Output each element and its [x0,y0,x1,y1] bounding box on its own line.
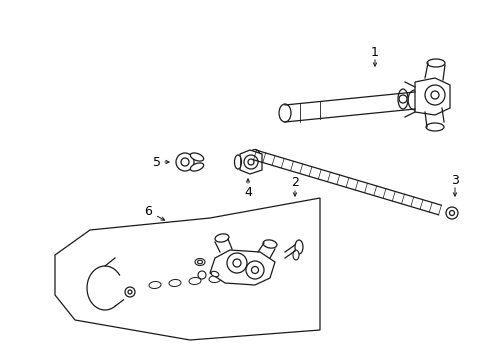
Ellipse shape [197,260,202,264]
Ellipse shape [169,279,181,287]
Circle shape [226,253,246,273]
Circle shape [251,266,258,274]
Text: 1: 1 [370,45,378,59]
Circle shape [198,271,205,279]
Ellipse shape [149,282,161,288]
Ellipse shape [234,155,241,169]
Circle shape [125,287,135,297]
Circle shape [232,259,241,267]
Ellipse shape [407,90,421,110]
Ellipse shape [215,234,228,242]
Ellipse shape [195,258,204,266]
Ellipse shape [397,89,407,109]
Polygon shape [209,250,274,285]
Ellipse shape [208,275,221,283]
Ellipse shape [279,104,290,122]
Circle shape [244,155,258,169]
Polygon shape [414,78,449,115]
Ellipse shape [190,153,203,161]
Text: 4: 4 [244,185,251,198]
Circle shape [430,91,438,99]
Text: 2: 2 [290,176,298,189]
Ellipse shape [292,250,298,260]
Circle shape [128,290,132,294]
Circle shape [181,158,189,166]
Ellipse shape [263,240,276,248]
Circle shape [247,159,253,165]
Text: 5: 5 [153,156,161,168]
Ellipse shape [189,278,201,284]
Ellipse shape [426,59,444,67]
Text: 3: 3 [450,174,458,186]
Text: 6: 6 [144,204,152,217]
Circle shape [398,95,406,103]
Circle shape [176,153,194,171]
Polygon shape [55,198,319,340]
Ellipse shape [425,123,443,131]
Ellipse shape [190,163,203,171]
Circle shape [424,85,444,105]
Ellipse shape [249,149,260,161]
Circle shape [448,211,453,216]
Polygon shape [240,150,262,174]
Circle shape [445,207,457,219]
Ellipse shape [294,240,303,254]
Ellipse shape [211,271,219,277]
Circle shape [245,261,264,279]
